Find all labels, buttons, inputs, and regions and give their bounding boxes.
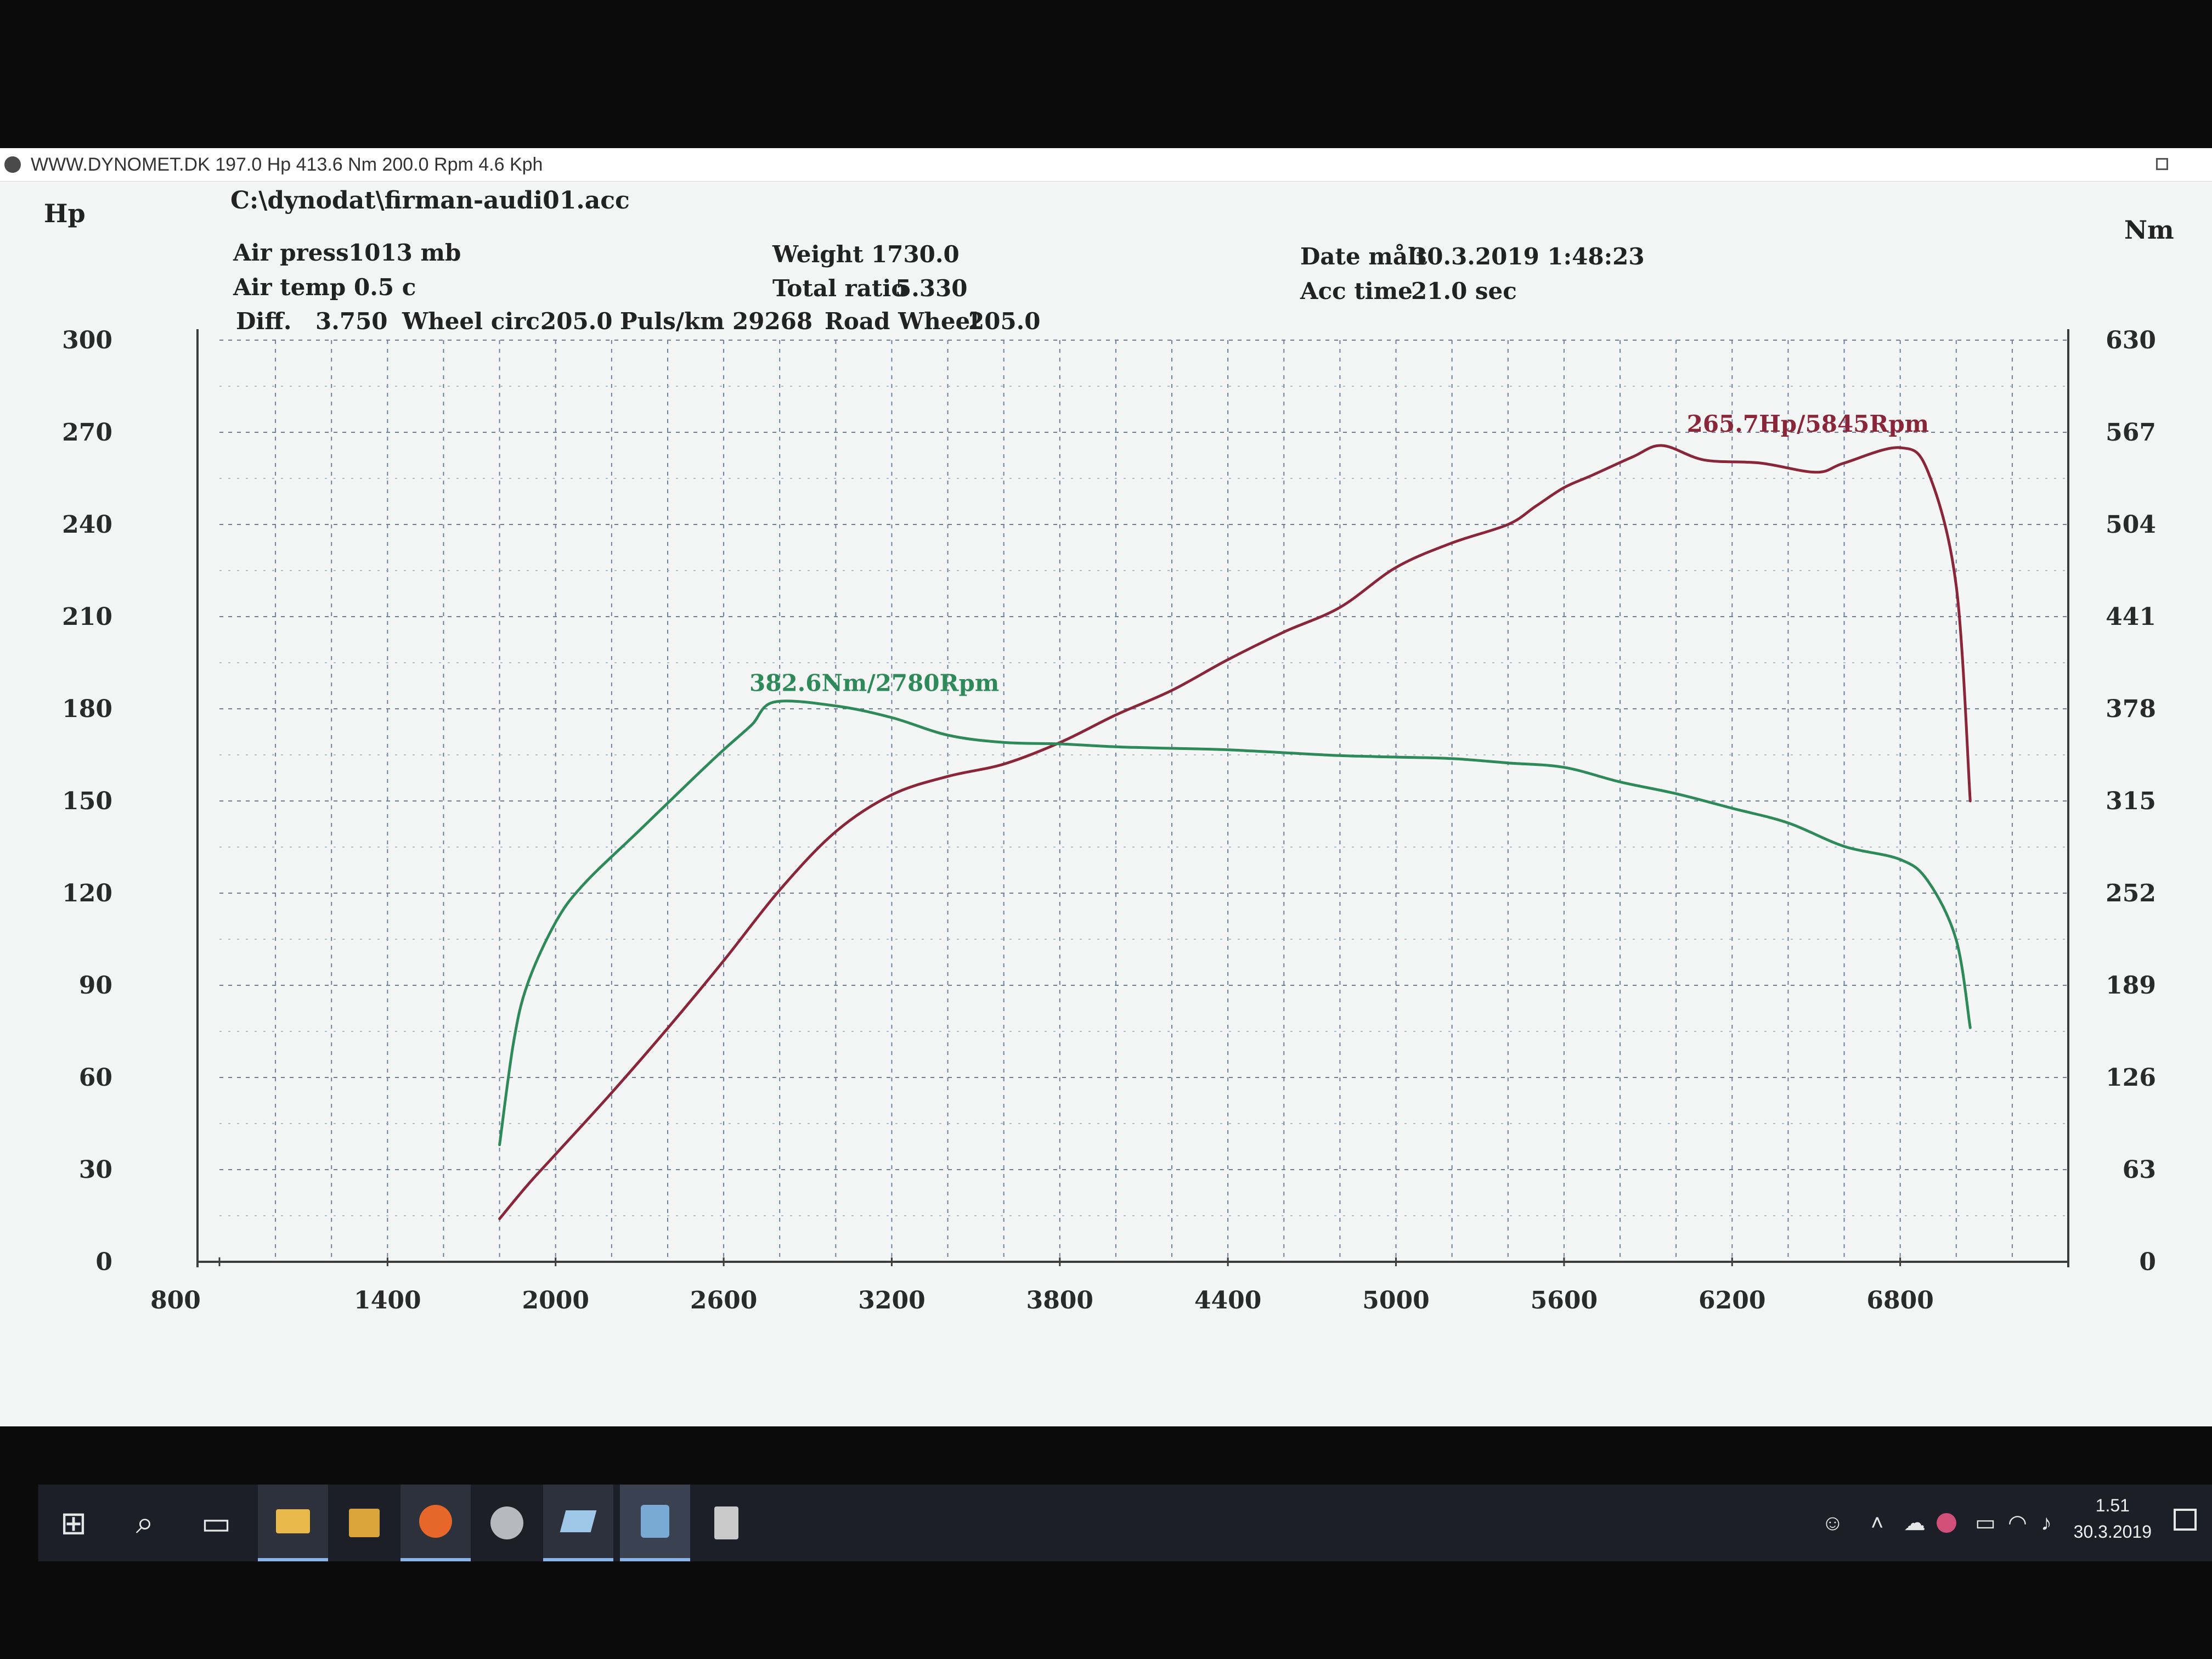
y-tick-label: 30 xyxy=(79,1156,112,1184)
x-tick-label: 3200 xyxy=(858,1286,925,1314)
y-axis-title-hp: Hp xyxy=(44,199,86,228)
torque-peak-label: 382.6Nm/2780Rpm xyxy=(749,670,999,697)
app-icon xyxy=(4,156,21,173)
air-press-value: 1013 mb xyxy=(348,239,461,266)
x-tick-label: 800 xyxy=(150,1286,201,1314)
x-tick-label: 1400 xyxy=(354,1286,421,1314)
show-hidden-icons-icon[interactable]: ˄ xyxy=(1871,1510,1884,1535)
acc-time-value: 21.0 sec xyxy=(1411,278,1517,304)
y2-axis-title-nm: Nm xyxy=(2124,215,2174,245)
puls-label: Puls/km xyxy=(620,308,725,335)
restore-window-icon[interactable] xyxy=(2156,158,2168,170)
weight-label: Weight xyxy=(772,241,864,268)
taskbar: ⊞ ⌕ ▭ ☺ ˄ ☁ ▭ ◠ ♪ 1.51 30.3.2019 xyxy=(38,1485,2212,1561)
y-tick-label: 210 xyxy=(62,603,112,631)
y2-tick-label: 126 xyxy=(2106,1064,2156,1092)
y-tick-label: 180 xyxy=(62,695,112,723)
window-titlebar: WWW.DYNOMET.DK 197.0 Hp 413.6 Nm 200.0 R… xyxy=(0,148,2212,182)
clock-time: 1.51 xyxy=(2095,1496,2130,1515)
road-wheel-value: 205.0 xyxy=(968,308,1041,335)
x-tick-label: 5600 xyxy=(1531,1286,1598,1314)
y2-tick-label: 315 xyxy=(2106,787,2156,815)
y-tick-label: 270 xyxy=(62,419,112,447)
diff-value: 3.750 xyxy=(315,308,388,335)
chart-ticks: 800 1400 2000 2600 3200 3800 4400 5000 5600 6200 6… xyxy=(62,326,2156,1314)
store-icon[interactable] xyxy=(329,1485,399,1561)
battery-icon[interactable]: ▭ xyxy=(1975,1511,1996,1535)
x-tick-label: 3800 xyxy=(1026,1286,1093,1314)
date-label: Date målt xyxy=(1300,243,1427,270)
y2-tick-label: 630 xyxy=(2106,326,2156,354)
y2-tick-label: 63 xyxy=(2123,1156,2156,1184)
y2-tick-label: 504 xyxy=(2106,511,2156,539)
y2-tick-label: 252 xyxy=(2106,879,2156,907)
wheel-circ-label: Wheel circ. xyxy=(402,308,548,335)
dyno-app-icon[interactable] xyxy=(620,1485,690,1561)
volume-icon[interactable]: ♪ xyxy=(2041,1510,2052,1535)
file-path: C:\dynodat\firman-audi01.acc xyxy=(230,187,630,215)
y-tick-label: 300 xyxy=(62,326,112,354)
y2-tick-label: 189 xyxy=(2106,972,2156,1000)
power-curve xyxy=(498,444,1972,1221)
x-tick-label: 4400 xyxy=(1194,1286,1261,1314)
chart-axes xyxy=(196,329,2069,1267)
weight-value: 1730.0 xyxy=(871,241,960,268)
people-icon[interactable]: ☺ xyxy=(1821,1510,1844,1535)
search-icon[interactable]: ⌕ xyxy=(136,1505,154,1541)
diff-label: Diff. xyxy=(236,308,291,335)
window-title: WWW.DYNOMET.DK 197.0 Hp 413.6 Nm 200.0 R… xyxy=(31,154,543,175)
y2-tick-label: 441 xyxy=(2106,603,2156,631)
total-ratio-value: 5.330 xyxy=(895,275,968,302)
dyno-chart: C:\dynodat\firman-audi01.acc Air press 1… xyxy=(44,187,2174,1314)
wifi-icon[interactable]: ◠ xyxy=(2008,1511,2027,1535)
y-tick-label: 120 xyxy=(62,879,112,907)
start-icon[interactable]: ⊞ xyxy=(60,1505,87,1541)
wheel-circ-value: 205.0 xyxy=(540,308,613,335)
notification-center-icon[interactable] xyxy=(2174,1509,2197,1531)
x-tick-label: 6800 xyxy=(1866,1286,1933,1314)
x-tick-label: 6200 xyxy=(1699,1286,1765,1314)
y-tick-label: 90 xyxy=(79,972,112,1000)
y-tick-label: 60 xyxy=(79,1064,112,1092)
y2-tick-label: 567 xyxy=(2106,419,2156,447)
air-temp-label: Air temp xyxy=(233,274,346,301)
road-wheel-label: Road Wheel xyxy=(825,308,979,335)
taskbar-clock[interactable]: 1.51 30.3.2019 xyxy=(2074,1492,2152,1545)
malwarebytes-icon[interactable] xyxy=(1937,1485,1956,1561)
y-tick-label: 0 xyxy=(95,1248,112,1276)
app-icon-round[interactable] xyxy=(472,1485,542,1561)
y2-tick-label: 378 xyxy=(2106,695,2156,723)
torque-curve xyxy=(498,699,1972,1147)
firefox-icon[interactable] xyxy=(400,1485,471,1561)
task-view-icon[interactable]: ▭ xyxy=(201,1505,232,1541)
chart-series xyxy=(498,444,1972,1221)
total-ratio-label: Total ratio xyxy=(772,275,906,302)
y-tick-label: 150 xyxy=(62,787,112,815)
air-press-label: Air press xyxy=(233,239,349,266)
puls-value: 29268 xyxy=(732,308,812,335)
dyno-screen: WWW.DYNOMET.DK 197.0 Hp 413.6 Nm 200.0 R… xyxy=(0,148,2212,1561)
power-peak-label: 265.7Hp/5845Rpm xyxy=(1687,410,1929,437)
y-tick-label: 240 xyxy=(62,511,112,539)
y2-tick-label: 0 xyxy=(2139,1248,2156,1276)
notepad-icon[interactable] xyxy=(543,1485,613,1561)
file-explorer-icon[interactable] xyxy=(258,1485,328,1561)
acc-time-label: Acc time xyxy=(1300,278,1413,304)
chart-annotations: 382.6Nm/2780Rpm 265.7Hp/5845Rpm xyxy=(749,410,1929,697)
air-temp-value: 0.5 c xyxy=(354,274,416,301)
date-value: 30.3.2019 1:48:23 xyxy=(1411,243,1645,270)
chart-grid xyxy=(219,340,2068,1262)
calculator-icon[interactable] xyxy=(691,1485,761,1561)
x-tick-label: 5000 xyxy=(1362,1286,1429,1314)
clock-date: 30.3.2019 xyxy=(2073,1522,2152,1542)
onedrive-icon[interactable]: ☁ xyxy=(1904,1511,1926,1535)
x-tick-label: 2000 xyxy=(522,1286,589,1314)
x-tick-label: 2600 xyxy=(690,1286,757,1314)
